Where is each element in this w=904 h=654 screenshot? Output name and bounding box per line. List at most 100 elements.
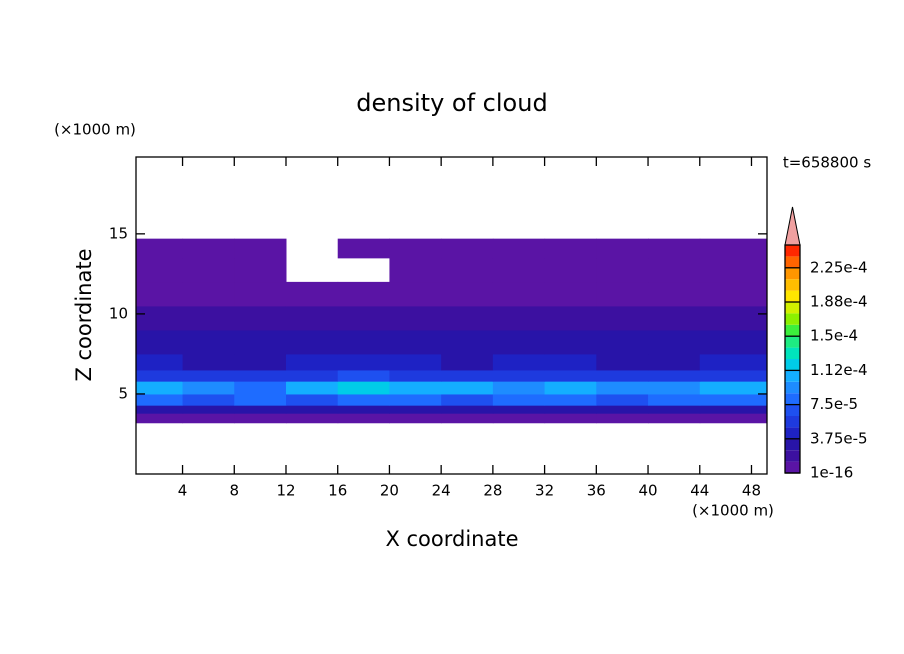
x-tick-label: 44 xyxy=(690,482,709,500)
contour-cell xyxy=(492,257,546,283)
contour-cell xyxy=(596,369,649,382)
contour-cell xyxy=(389,413,442,424)
y-tick-label: 5 xyxy=(118,384,128,402)
contour-cell xyxy=(234,329,287,355)
contour-cell xyxy=(389,381,442,395)
colorbar-box xyxy=(785,313,800,325)
contour-cell xyxy=(544,305,597,331)
colorbar-box xyxy=(785,404,800,416)
colorbar-tick-label: 7.5e-5 xyxy=(810,395,858,413)
contour-cell xyxy=(337,413,390,424)
contour-cell xyxy=(596,381,649,395)
contour-field xyxy=(136,238,768,424)
contour-cell xyxy=(441,329,494,355)
colorbar-box xyxy=(785,290,800,302)
contour-cell xyxy=(337,305,390,331)
contour-cell xyxy=(544,281,597,307)
contour-cell xyxy=(648,305,701,331)
contour-cell xyxy=(136,405,184,414)
contour-cell xyxy=(234,369,287,382)
contour-cell xyxy=(699,413,768,424)
contour-cell xyxy=(648,405,701,414)
contour-cell xyxy=(285,393,339,406)
contour-cell xyxy=(544,381,597,395)
contour-cell xyxy=(492,329,546,355)
contour-cell xyxy=(182,281,235,307)
contour-cell xyxy=(337,381,390,395)
colorbar-box xyxy=(785,302,800,314)
contour-cell xyxy=(136,353,184,371)
colorbar-box xyxy=(785,416,800,428)
contour-cell xyxy=(234,238,287,259)
contour-cell xyxy=(648,369,701,382)
contour-cell xyxy=(234,381,287,395)
contour-cell xyxy=(389,353,442,371)
contour-cell xyxy=(182,353,235,371)
contour-cell xyxy=(234,353,287,371)
colorbar-box xyxy=(785,427,800,439)
contour-cell xyxy=(492,305,546,331)
contour-cell xyxy=(234,413,287,424)
contour-cell xyxy=(337,405,390,414)
contour-cell xyxy=(492,369,546,382)
colorbar-box xyxy=(785,267,800,280)
contour-cell xyxy=(699,369,768,382)
colorbar: 1e-16 3.75e-5 7.5e-5 1.12e-4 1.5e-4 1.88e-4 2.… xyxy=(784,206,868,482)
contour-cell xyxy=(544,393,597,406)
contour-cell xyxy=(136,329,184,355)
contour-cell xyxy=(234,405,287,414)
contour-cell xyxy=(492,413,546,424)
colorbar-box xyxy=(785,381,800,394)
contour-cell xyxy=(648,353,701,371)
contour-cell xyxy=(544,353,597,371)
x-tick-label: 12 xyxy=(276,482,295,500)
contour-cell xyxy=(544,329,597,355)
contour-cell xyxy=(337,238,390,259)
contour-cell xyxy=(337,329,390,355)
contour-cell xyxy=(648,257,701,283)
contour-cell xyxy=(285,329,339,355)
contour-cell xyxy=(648,238,701,259)
colorbar-box xyxy=(785,359,800,371)
x-unit: (×1000 m) xyxy=(692,502,774,520)
contour-cell xyxy=(699,329,768,355)
contour-cell xyxy=(136,281,184,307)
contour-cell xyxy=(441,257,494,283)
contour-cell xyxy=(285,369,339,382)
contour-cell xyxy=(285,405,339,414)
contour-cell xyxy=(544,405,597,414)
time-label: t=658800 s xyxy=(783,154,871,172)
contour-cell xyxy=(234,393,287,406)
contour-cell xyxy=(492,393,546,406)
contour-cell xyxy=(596,238,649,259)
contour-cell xyxy=(337,353,390,371)
y-tick-label: 15 xyxy=(109,224,128,242)
contour-cell xyxy=(596,305,649,331)
contour-cell xyxy=(441,281,494,307)
contour-cell xyxy=(544,238,597,259)
colorbar-tick-label: 1.5e-4 xyxy=(810,327,858,345)
contour-cell xyxy=(389,305,442,331)
colorbar-box xyxy=(785,279,800,291)
x-tick-label: 28 xyxy=(483,482,502,500)
contour-cell xyxy=(492,238,546,259)
contour-cell xyxy=(441,381,494,395)
colorbar-tick-label: 2.25e-4 xyxy=(810,258,868,276)
contour-cell xyxy=(596,413,649,424)
contour-cell xyxy=(182,381,235,395)
contour-cell xyxy=(596,257,649,283)
contour-cell xyxy=(136,381,184,395)
contour-cell xyxy=(182,405,235,414)
contour-cell xyxy=(136,393,184,406)
chart-title: density of cloud xyxy=(356,89,547,117)
colorbar-box xyxy=(785,347,800,359)
colorbar-box xyxy=(785,336,800,348)
x-tick-label: 16 xyxy=(328,482,347,500)
contour-cell xyxy=(648,413,701,424)
contour-cell xyxy=(699,405,768,414)
colorbar-box xyxy=(785,393,800,405)
contour-cell xyxy=(285,413,339,424)
contour-cell xyxy=(596,393,649,406)
contour-cell xyxy=(182,329,235,355)
